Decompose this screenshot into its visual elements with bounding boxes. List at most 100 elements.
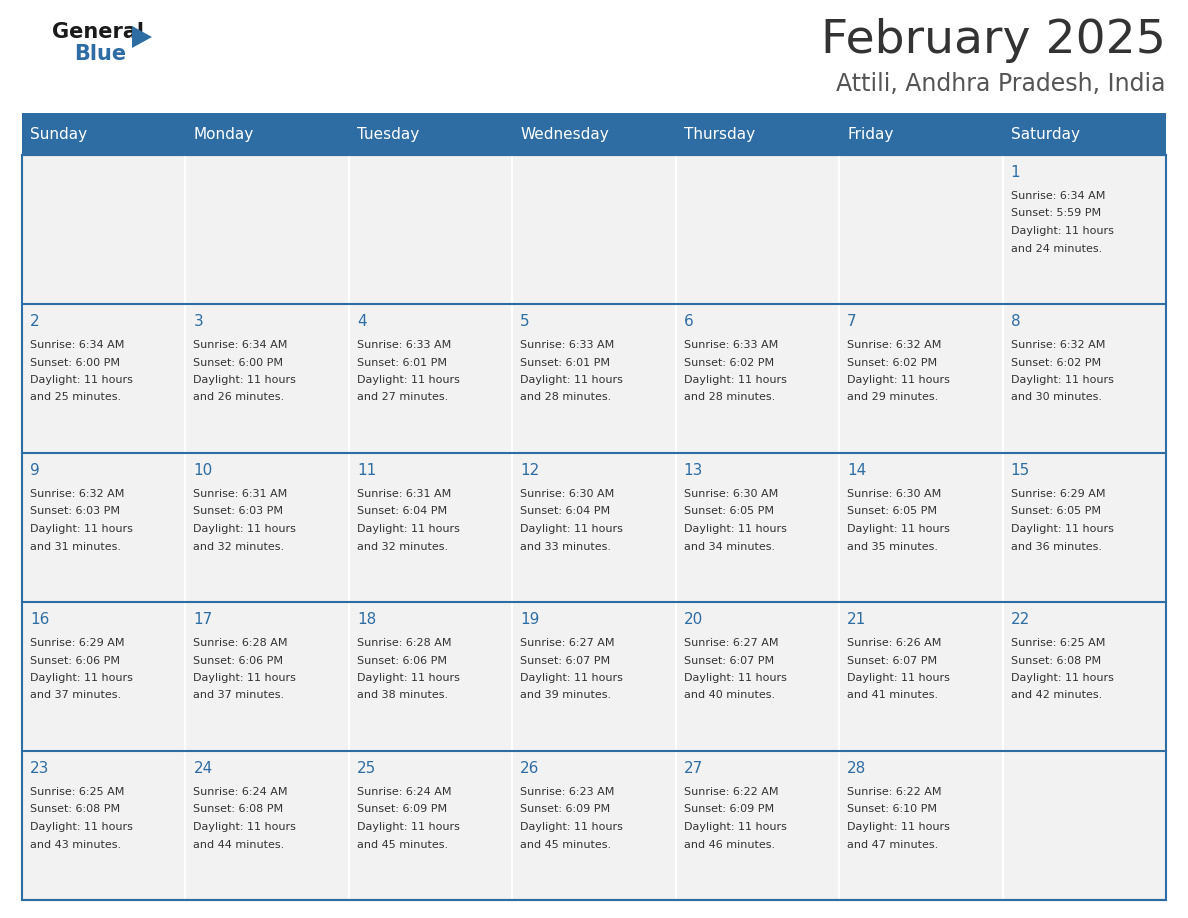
Text: Daylight: 11 hours: Daylight: 11 hours — [30, 673, 133, 683]
Text: and 38 minutes.: and 38 minutes. — [356, 690, 448, 700]
Text: and 26 minutes.: and 26 minutes. — [194, 393, 285, 402]
Bar — [185, 304, 349, 453]
Bar — [512, 751, 676, 900]
Text: Daylight: 11 hours: Daylight: 11 hours — [194, 673, 296, 683]
Text: 23: 23 — [30, 761, 50, 776]
Text: and 40 minutes.: and 40 minutes. — [684, 690, 775, 700]
Text: and 45 minutes.: and 45 minutes. — [356, 839, 448, 849]
Text: Daylight: 11 hours: Daylight: 11 hours — [520, 822, 624, 832]
Bar — [349, 304, 512, 453]
Bar — [676, 304, 839, 453]
Text: Sunset: 6:08 PM: Sunset: 6:08 PM — [194, 804, 284, 814]
Bar — [23, 304, 185, 453]
Text: Sunrise: 6:24 AM: Sunrise: 6:24 AM — [356, 787, 451, 797]
Text: 22: 22 — [1011, 612, 1030, 627]
Bar — [349, 751, 512, 900]
Text: and 45 minutes.: and 45 minutes. — [520, 839, 612, 849]
Text: Sunset: 6:04 PM: Sunset: 6:04 PM — [520, 507, 611, 517]
Bar — [676, 602, 839, 751]
Bar — [839, 602, 1003, 751]
Text: 24: 24 — [194, 761, 213, 776]
Text: Daylight: 11 hours: Daylight: 11 hours — [847, 822, 950, 832]
Text: Daylight: 11 hours: Daylight: 11 hours — [847, 375, 950, 385]
Bar — [185, 453, 349, 602]
Text: Sunset: 6:06 PM: Sunset: 6:06 PM — [356, 655, 447, 666]
Text: 16: 16 — [30, 612, 50, 627]
Bar — [23, 155, 185, 304]
Text: Sunrise: 6:29 AM: Sunrise: 6:29 AM — [1011, 489, 1105, 499]
Text: Daylight: 11 hours: Daylight: 11 hours — [847, 673, 950, 683]
Text: Friday: Friday — [847, 127, 893, 141]
Text: and 42 minutes.: and 42 minutes. — [1011, 690, 1101, 700]
Text: Sunrise: 6:30 AM: Sunrise: 6:30 AM — [520, 489, 614, 499]
Text: 18: 18 — [356, 612, 377, 627]
Text: Sunrise: 6:26 AM: Sunrise: 6:26 AM — [847, 638, 942, 648]
Text: and 43 minutes.: and 43 minutes. — [30, 839, 121, 849]
Text: Sunset: 6:08 PM: Sunset: 6:08 PM — [30, 804, 120, 814]
Text: Sunrise: 6:29 AM: Sunrise: 6:29 AM — [30, 638, 125, 648]
Text: 26: 26 — [520, 761, 539, 776]
Bar — [23, 602, 185, 751]
Text: Daylight: 11 hours: Daylight: 11 hours — [1011, 524, 1113, 534]
Bar — [23, 751, 185, 900]
Text: Sunset: 6:06 PM: Sunset: 6:06 PM — [30, 655, 120, 666]
Text: Sunset: 6:02 PM: Sunset: 6:02 PM — [684, 357, 773, 367]
Text: Sunrise: 6:23 AM: Sunrise: 6:23 AM — [520, 787, 614, 797]
Text: and 34 minutes.: and 34 minutes. — [684, 542, 775, 552]
Text: Daylight: 11 hours: Daylight: 11 hours — [520, 524, 624, 534]
Text: and 25 minutes.: and 25 minutes. — [30, 393, 121, 402]
Text: Tuesday: Tuesday — [356, 127, 419, 141]
Text: Sunset: 6:01 PM: Sunset: 6:01 PM — [520, 357, 611, 367]
Text: Daylight: 11 hours: Daylight: 11 hours — [684, 822, 786, 832]
Bar — [1003, 453, 1165, 602]
Bar — [676, 751, 839, 900]
Text: 20: 20 — [684, 612, 703, 627]
Bar — [185, 751, 349, 900]
Text: Sunset: 6:09 PM: Sunset: 6:09 PM — [356, 804, 447, 814]
Text: Sunset: 6:05 PM: Sunset: 6:05 PM — [1011, 507, 1100, 517]
Bar — [512, 304, 676, 453]
Text: Sunrise: 6:33 AM: Sunrise: 6:33 AM — [684, 340, 778, 350]
Text: Sunset: 6:07 PM: Sunset: 6:07 PM — [847, 655, 937, 666]
Text: Daylight: 11 hours: Daylight: 11 hours — [847, 524, 950, 534]
Text: and 30 minutes.: and 30 minutes. — [1011, 393, 1101, 402]
Bar — [349, 602, 512, 751]
Text: Sunday: Sunday — [30, 127, 87, 141]
Text: Sunrise: 6:32 AM: Sunrise: 6:32 AM — [847, 340, 942, 350]
Text: Sunset: 6:05 PM: Sunset: 6:05 PM — [684, 507, 773, 517]
Text: Monday: Monday — [194, 127, 254, 141]
Text: Sunset: 6:03 PM: Sunset: 6:03 PM — [194, 507, 284, 517]
Text: and 35 minutes.: and 35 minutes. — [847, 542, 939, 552]
Bar — [512, 155, 676, 304]
Text: Sunrise: 6:28 AM: Sunrise: 6:28 AM — [356, 638, 451, 648]
Text: Daylight: 11 hours: Daylight: 11 hours — [30, 822, 133, 832]
Text: and 39 minutes.: and 39 minutes. — [520, 690, 612, 700]
Text: Daylight: 11 hours: Daylight: 11 hours — [520, 375, 624, 385]
Text: and 32 minutes.: and 32 minutes. — [356, 542, 448, 552]
Text: Daylight: 11 hours: Daylight: 11 hours — [194, 822, 296, 832]
Text: Sunset: 6:06 PM: Sunset: 6:06 PM — [194, 655, 284, 666]
Bar — [839, 304, 1003, 453]
Text: 3: 3 — [194, 314, 203, 329]
Bar — [839, 751, 1003, 900]
Text: Sunset: 5:59 PM: Sunset: 5:59 PM — [1011, 208, 1101, 218]
Text: Sunrise: 6:32 AM: Sunrise: 6:32 AM — [1011, 340, 1105, 350]
Text: 10: 10 — [194, 463, 213, 478]
Text: Sunrise: 6:25 AM: Sunrise: 6:25 AM — [30, 787, 125, 797]
Text: 1: 1 — [1011, 165, 1020, 180]
Text: Sunrise: 6:33 AM: Sunrise: 6:33 AM — [520, 340, 614, 350]
Text: Sunrise: 6:30 AM: Sunrise: 6:30 AM — [847, 489, 941, 499]
Text: Sunrise: 6:22 AM: Sunrise: 6:22 AM — [847, 787, 942, 797]
Bar — [676, 453, 839, 602]
Text: Sunset: 6:07 PM: Sunset: 6:07 PM — [520, 655, 611, 666]
Text: and 32 minutes.: and 32 minutes. — [194, 542, 285, 552]
Text: Sunrise: 6:27 AM: Sunrise: 6:27 AM — [684, 638, 778, 648]
Text: and 31 minutes.: and 31 minutes. — [30, 542, 121, 552]
Text: Sunset: 6:08 PM: Sunset: 6:08 PM — [1011, 655, 1101, 666]
Bar — [349, 453, 512, 602]
Text: Sunset: 6:09 PM: Sunset: 6:09 PM — [684, 804, 773, 814]
Text: Daylight: 11 hours: Daylight: 11 hours — [194, 524, 296, 534]
Text: 5: 5 — [520, 314, 530, 329]
Text: Sunrise: 6:32 AM: Sunrise: 6:32 AM — [30, 489, 125, 499]
Text: 9: 9 — [30, 463, 39, 478]
